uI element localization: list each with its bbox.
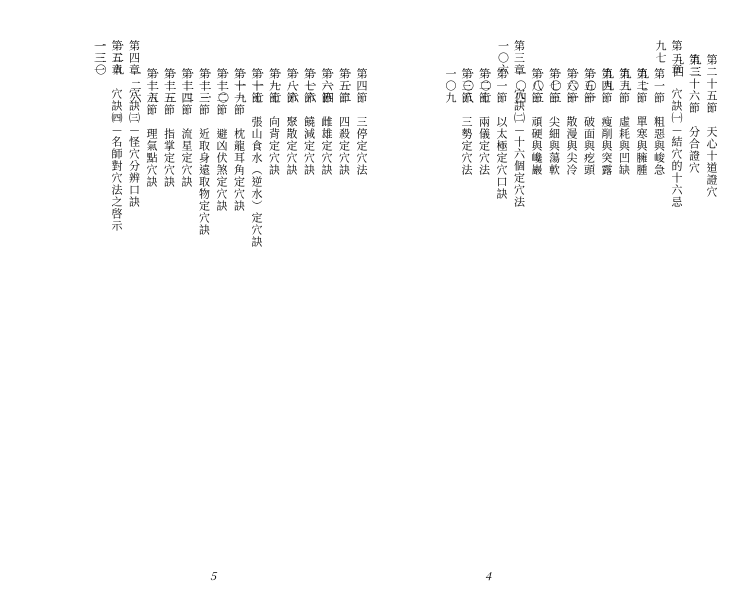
toc-entry: 第四節 三停定穴法一一二 [354,40,370,520]
toc-entry-page: 九三 [688,54,704,520]
toc-entry-page: 一〇三 [548,68,564,520]
toc-entry-page: 一二三 [163,68,179,520]
toc-entry-page: 一一四 [321,68,337,520]
page-number-left: 5 [210,568,216,584]
toc-entry-label: 第四節 三停定穴法 [354,68,370,520]
toc-entry-page: 一一七 [251,68,267,520]
toc-entry-page: 九七 [636,68,652,520]
toc-entry-page: 一〇七 [478,68,494,520]
toc-entry-page: 一〇九 [443,68,459,520]
toc-entry-page: 一〇三 [531,68,547,520]
toc-entry-page: 一二〇 [216,68,232,520]
toc-entry-page: 一二一 [198,68,214,520]
toc-entry-page: 一一九 [233,68,249,520]
toc-entry-page: 一二六 [128,68,144,520]
toc-page-left: 第四節 三停定穴法一一二第五節 四殺定穴訣一一四第六節 雌雄定穴訣一一六第七節 … [40,40,370,550]
toc-entry-page: 一三〇 [93,40,109,520]
toc-entry-page: 一一六 [303,68,319,520]
toc-entry-page: 一一六 [286,68,302,520]
toc-entry-page: 九四 [671,54,687,520]
toc-entry-page: 一〇一 [566,68,582,520]
toc-entry-page: 九九 [618,68,634,520]
toc-entry-page: 九七 [653,40,669,520]
toc-entry-page: 一〇一 [583,68,599,520]
toc-entry-page: 一二二 [181,68,197,520]
toc-entry: 第二十五節 天心十道證穴九三 [704,40,720,520]
toc-entry-page: 一二九 [111,40,127,520]
toc-entry-page: 一〇六 [496,40,512,520]
toc-entry-page: 九九 [601,68,617,520]
toc-entry-page: 一一七 [268,68,284,520]
toc-page-right: 第二十五節 天心十道證穴九三第二十六節 分合證穴九四第二章 穴訣㈠—結穴的十六忌… [390,40,720,550]
toc-entry-page: 一〇四 [513,68,529,520]
toc-entry-page: 一〇八 [461,68,477,520]
toc-entry-label: 第二十五節 天心十道證穴 [704,54,720,520]
toc-entry-page: 一二五 [146,68,162,520]
page-number-right: 4 [485,568,491,584]
toc-entry-page: 一一二 [338,68,354,520]
